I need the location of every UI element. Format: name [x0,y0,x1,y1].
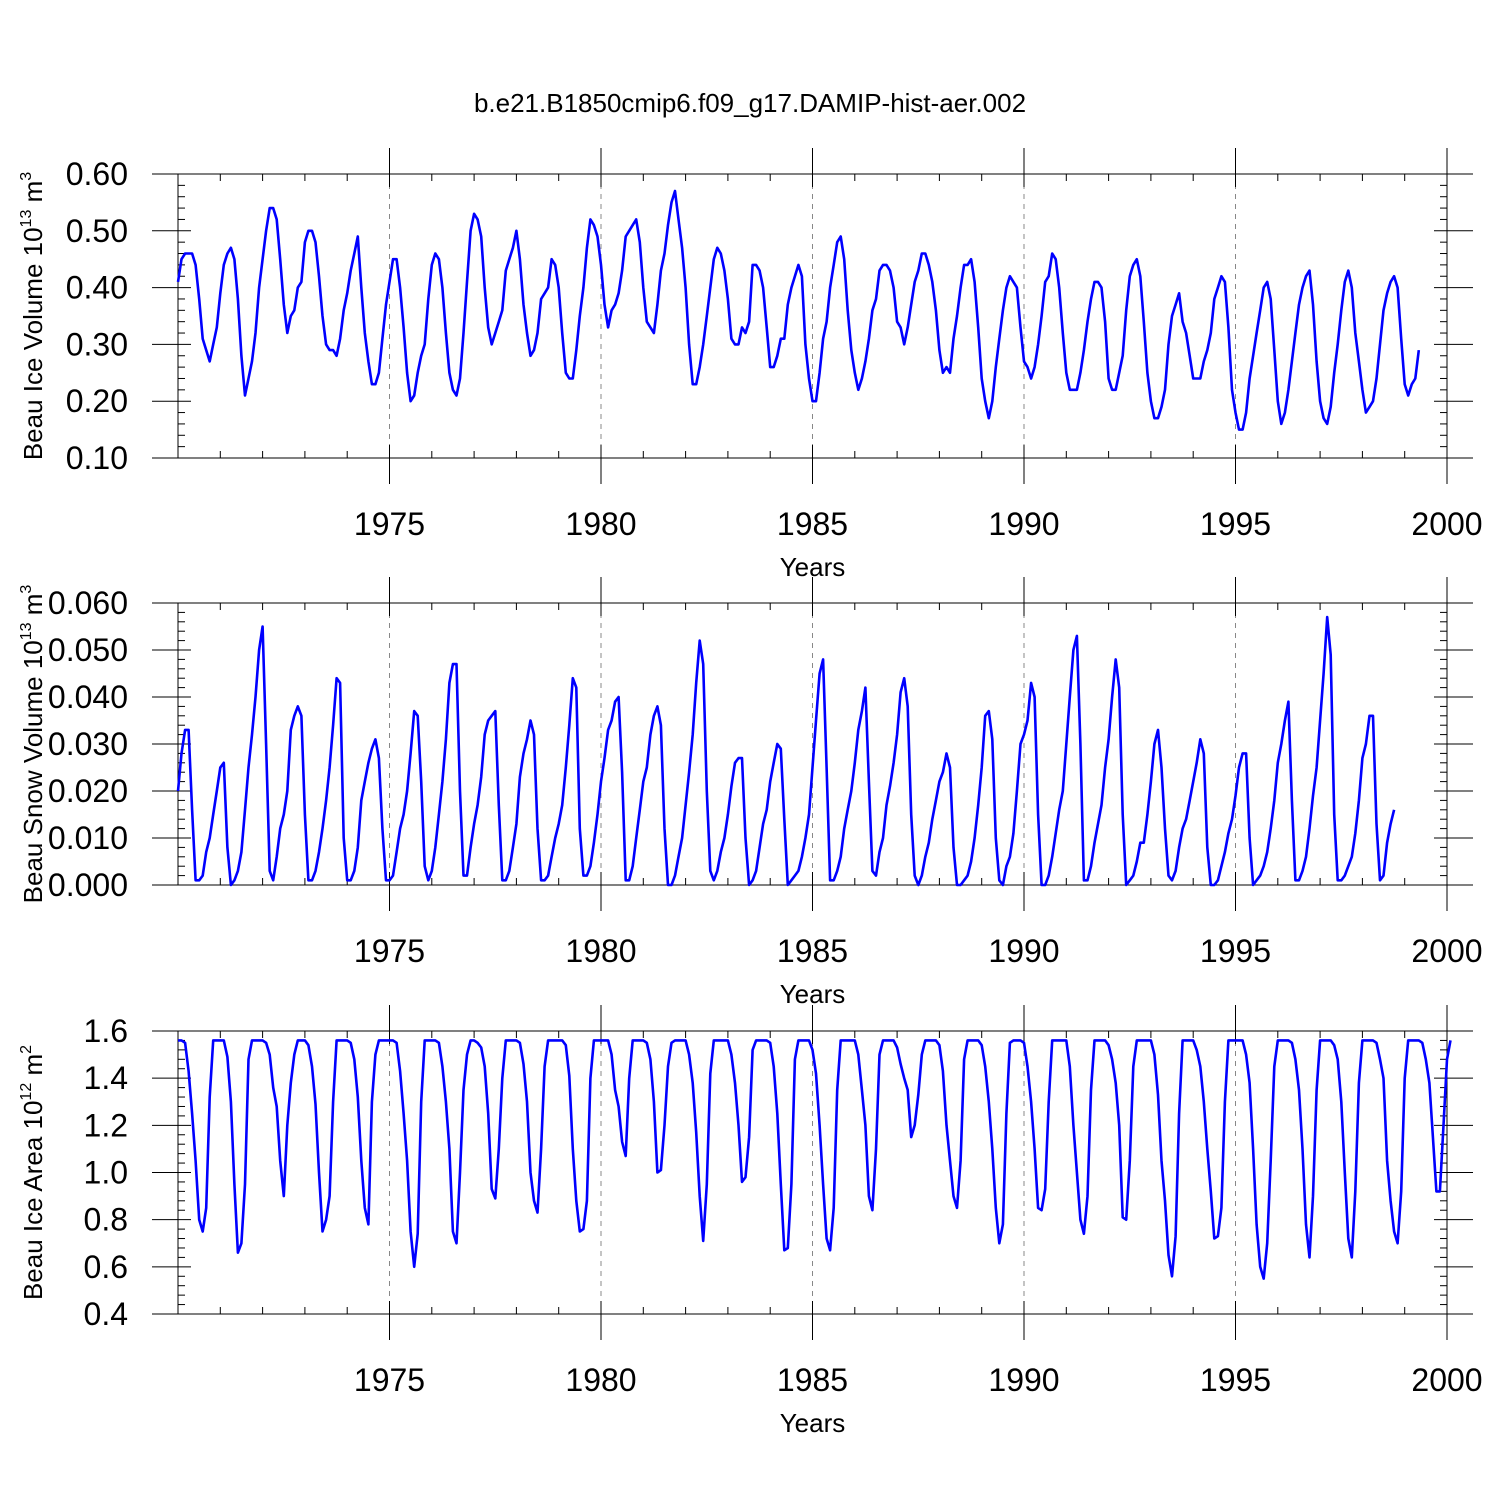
y-tick-label: 0.30 [66,326,128,362]
x-tick-label: 1975 [354,1362,425,1398]
x-tick-label: 1990 [988,506,1059,542]
x-tick-label: 2000 [1411,1362,1482,1398]
y-axis-label-unit: m [18,181,48,210]
y-axis-label-unit-exponent: 3 [18,172,35,181]
y-tick-label: 0.030 [48,726,128,762]
x-tick-label: 1985 [777,506,848,542]
y-tick-label: 0.060 [48,585,128,621]
x-tick-label: 2000 [1411,506,1482,542]
y-tick-label: 0.40 [66,270,128,306]
chart-panel-2: 0.000 0.010 0.020 0.030 0.040 0.050 0.060 1975 1… [18,577,1483,1009]
x-tick-label: 1975 [354,933,425,969]
y-axis-label: Beau Ice Area 1012 m2 [18,1045,48,1300]
y-tick-label: 0.20 [66,383,128,419]
series-line [178,1039,1452,1280]
y-tick-label: 0.020 [48,773,128,809]
x-tick-label: 1990 [988,1362,1059,1398]
x-tick-label: 1980 [565,933,636,969]
y-tick-label: 0.6 [84,1249,128,1285]
y-axis-label-unit-exponent: 2 [18,1045,35,1054]
y-tick-label: 1.4 [84,1060,128,1096]
y-tick-label: 1.2 [84,1107,128,1143]
x-tick-label: 1985 [777,933,848,969]
y-tick-label: 0.8 [84,1202,128,1238]
y-axis-label-exponent: 13 [18,210,35,228]
x-tick-label: 1985 [777,1362,848,1398]
y-axis-label-base: Beau Snow Volume 10 [18,640,48,903]
series-line [176,615,1396,887]
y-tick-label: 0.60 [66,156,128,192]
x-tick-label: 2000 [1411,933,1482,969]
panels: 0.10 0.20 0.30 0.40 0.50 0.60 1975 1980 1985 1990… [18,148,1483,1438]
x-axis-label: Years [780,979,846,1009]
series-line [176,189,1421,431]
y-axis-label-base: Beau Ice Volume 10 [18,227,48,460]
y-tick-label: 0.000 [48,867,128,903]
x-tick-label: 1990 [988,933,1059,969]
y-axis-label: Beau Ice Volume 1013 m3 [18,172,48,460]
y-tick-label: 0.040 [48,679,128,715]
y-tick-label: 0.10 [66,440,128,476]
y-tick-label: 1.0 [84,1155,128,1191]
y-axis-label-base: Beau Ice Area 10 [18,1101,48,1300]
y-axis-label-unit-exponent: 3 [18,585,35,594]
y-axis-label-unit: m [18,594,48,623]
chart-panel-3: 0.4 0.6 0.8 1.0 1.2 1.4 1.6 1975 1980 1985 1990 199… [18,1005,1483,1438]
y-tick-label: 0.050 [48,632,128,668]
y-axis-label: Beau Snow Volume 1013 m3 [18,585,48,904]
x-axis-label: Years [780,1408,846,1438]
figure-title: b.e21.B1850cmip6.f09_g17.DAMIP-hist-aer.… [474,88,1026,118]
y-axis-label-exponent: 12 [18,1083,35,1101]
y-tick-label: 0.010 [48,820,128,856]
x-tick-label: 1995 [1200,506,1271,542]
y-axis-label-exponent: 13 [18,622,35,640]
x-tick-label: 1980 [565,1362,636,1398]
x-tick-label: 1995 [1200,1362,1271,1398]
chart-panel-1: 0.10 0.20 0.30 0.40 0.50 0.60 1975 1980 1985 1990… [18,148,1483,582]
x-tick-label: 1975 [354,506,425,542]
y-axis-label-unit: m [18,1054,48,1083]
x-tick-label: 1995 [1200,933,1271,969]
y-tick-label: 1.6 [84,1013,128,1049]
y-tick-label: 0.50 [66,213,128,249]
x-tick-label: 1980 [565,506,636,542]
y-tick-label: 0.4 [84,1296,128,1332]
